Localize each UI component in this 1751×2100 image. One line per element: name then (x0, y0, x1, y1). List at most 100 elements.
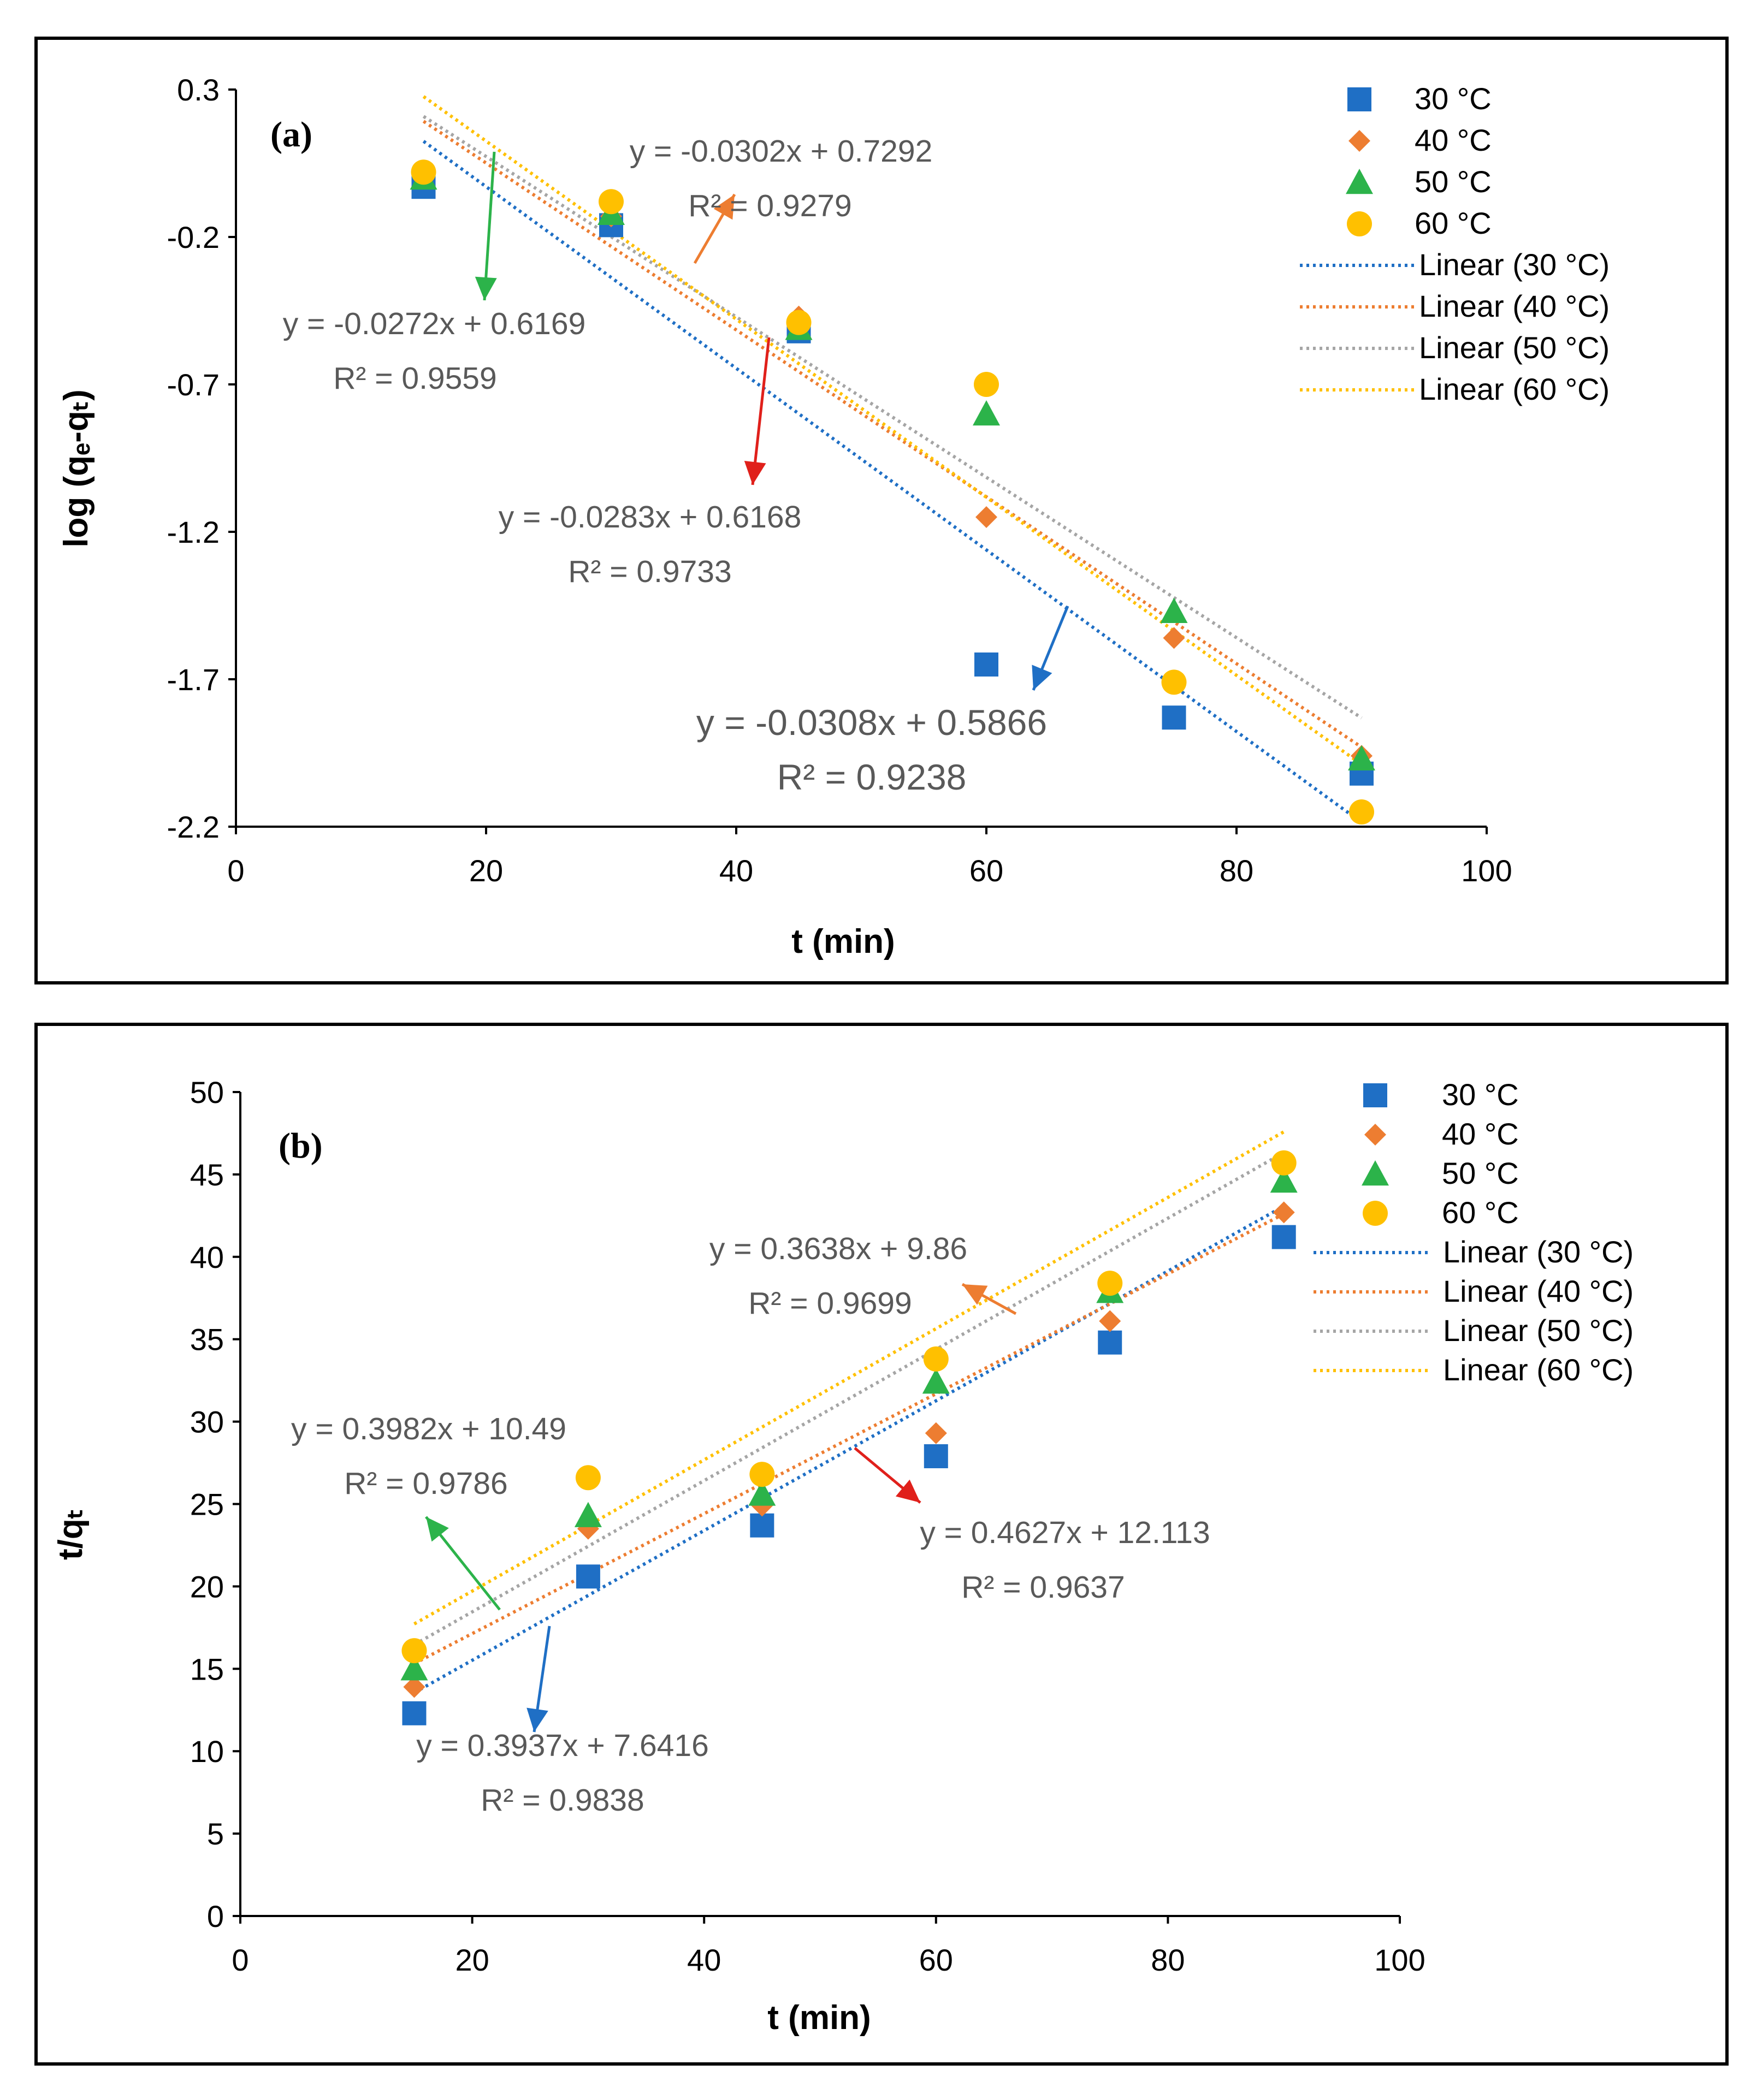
panel-b-eq-blue: y = 0.3937x + 7.6416 (416, 1728, 709, 1763)
panel-a-arrow-green-shaft (483, 151, 496, 301)
legend-linear-label-3: Linear (50 °C) (1443, 1313, 1634, 1348)
legend-marker-4 (1347, 211, 1372, 236)
legend-marker-1 (1347, 87, 1371, 111)
point-s2-5 (1099, 1310, 1121, 1332)
panel-b-label: (b) (279, 1126, 323, 1166)
panel-a-arrow-red-shaft (751, 337, 771, 485)
point-s4-1 (411, 159, 436, 185)
point-s1-5 (1162, 705, 1186, 730)
y-tick-label: 5 (207, 1817, 224, 1851)
panel-b: 0 20 40 60 80 100 0 5 10 15 20 25 30 35 40 45 50 (b) t (… (52, 1075, 1634, 2037)
panel-a-eq-green: y = -0.0272x + 0.6169 (283, 306, 586, 341)
panel-a-arrow-blue (1032, 606, 1069, 691)
point-s1-4 (974, 652, 998, 677)
legend-marker-3 (1346, 169, 1373, 194)
y-tick-label: -0.2 (167, 220, 220, 254)
panel-a-arrow-green-head (475, 276, 497, 300)
panel-b-arrow-green (425, 1516, 501, 1611)
trendline-2 (422, 120, 1363, 749)
panel-b-eq-red: y = 0.4627x + 12.113 (920, 1515, 1210, 1550)
x-tick-label: 0 (232, 1943, 249, 1977)
panel-b-arrow-orange-head (962, 1284, 988, 1305)
trendline-4 (413, 1130, 1285, 1626)
x-tick-label: 100 (1461, 853, 1512, 888)
x-tick-label: 20 (469, 853, 503, 888)
point-s1-3 (750, 1513, 774, 1538)
x-tick-label: 0 (227, 853, 244, 888)
point-s2-6 (1273, 1201, 1295, 1224)
panel-b-arrow-red-head (895, 1479, 920, 1503)
legend-label-2: 40 °C (1415, 123, 1492, 157)
panel-a-arrow-red-head (744, 461, 766, 485)
legend-marker-2 (1364, 1124, 1386, 1146)
y-tick-label: 45 (190, 1158, 224, 1192)
panel-b-trendlines (413, 1130, 1285, 1694)
panel-a-arrow-orange-head (713, 194, 735, 220)
legend-linear-label-1: Linear (30 °C) (1443, 1235, 1634, 1269)
legend-label-1: 30 °C (1415, 81, 1492, 116)
legend-label-1: 30 °C (1442, 1077, 1519, 1112)
point-s2-4 (925, 1422, 947, 1444)
panel-a-eq-orange: y = -0.0302x + 0.7292 (630, 134, 933, 169)
legend-linear-label-1: Linear (30 °C) (1419, 247, 1610, 282)
legend-linear-label-4: Linear (60 °C) (1443, 1352, 1634, 1387)
panel-b-xlabel: t (min) (767, 1999, 871, 2037)
legend-label-4: 60 °C (1415, 206, 1492, 240)
point-s4-5 (1097, 1271, 1123, 1296)
y-tick-label: -0.7 (167, 367, 220, 402)
legend-label-3: 50 °C (1415, 164, 1492, 199)
y-tick-label: 15 (190, 1652, 224, 1686)
panel-a-r2-red: R² = 0.9733 (568, 554, 731, 589)
point-s3-4 (973, 400, 1000, 426)
trendline-1 (422, 140, 1363, 824)
y-tick-label: -1.7 (167, 662, 220, 697)
point-s2-1 (403, 1676, 425, 1698)
panel-a-xlabel: t (min) (791, 923, 895, 960)
panel-a-arrows (475, 151, 1069, 691)
x-tick-label: 60 (969, 853, 1003, 888)
panel-b-arrow-red (854, 1447, 921, 1504)
x-tick-label: 60 (919, 1943, 953, 1977)
panel-b-r2-blue: R² = 0.9838 (481, 1783, 644, 1818)
panel-b-arrow-blue-head (527, 1707, 548, 1732)
y-tick-label: 50 (190, 1075, 224, 1110)
point-s1-4 (924, 1444, 948, 1468)
legend-marker-4 (1363, 1201, 1388, 1226)
point-s2-5 (1163, 627, 1185, 649)
y-tick-label: 25 (190, 1487, 224, 1522)
y-tick-label: 35 (190, 1322, 224, 1357)
panel-b-r2-orange: R² = 0.9699 (748, 1286, 912, 1321)
legend-marker-1 (1363, 1083, 1387, 1107)
panel-a-r2-blue: R² = 0.9238 (777, 757, 967, 797)
point-s1-2 (576, 1564, 600, 1589)
x-tick-label: 80 (1151, 1943, 1185, 1977)
point-s4-6 (1271, 1150, 1297, 1176)
panel-a-label: (a) (270, 115, 312, 155)
panel-a-r2-green: R² = 0.9559 (333, 361, 496, 396)
panel-a-r2-orange: R² = 0.9279 (688, 188, 851, 223)
y-tick-label: -1.2 (167, 515, 220, 549)
y-tick-label: 30 (190, 1405, 224, 1439)
legend-label-4: 60 °C (1442, 1195, 1519, 1230)
x-tick-label: 20 (455, 1943, 489, 1977)
y-tick-label: 0 (207, 1899, 224, 1933)
panel-a-arrow-red (744, 337, 771, 485)
legend-linear-label-4: Linear (60 °C) (1419, 372, 1610, 406)
panel-b-eq-orange: y = 0.3638x + 9.86 (709, 1231, 967, 1266)
legend-linear-label-3: Linear (50 °C) (1419, 330, 1610, 365)
point-s4-4 (974, 372, 999, 397)
panel-b-axes: 0 20 40 60 80 100 0 5 10 15 20 25 30 35 40 45 50 (190, 1075, 1425, 1977)
legend-linear-label-2: Linear (40 °C) (1419, 289, 1610, 323)
y-tick-label: 10 (190, 1734, 224, 1769)
point-s4-6 (1349, 799, 1374, 824)
panel-a-trendlines (422, 95, 1363, 824)
panel-a-ylabel: log (qₑ-qₜ) (57, 389, 95, 547)
panel-b-ylabel: t/qₜ (52, 1509, 90, 1560)
point-s3-6 (1270, 1167, 1298, 1193)
panel-b-arrows (425, 1283, 1017, 1733)
point-s4-4 (923, 1346, 949, 1372)
point-s3-1 (400, 1655, 428, 1681)
panel-b-legend: 30 °C 40 °C 50 °C 60 °C Linear (30 °C) Linear… (1314, 1077, 1634, 1387)
y-tick-label: -2.2 (167, 810, 220, 844)
